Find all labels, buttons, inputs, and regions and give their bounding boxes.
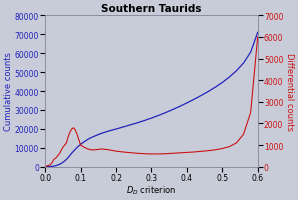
X-axis label: $D_D$ criterion: $D_D$ criterion xyxy=(126,183,176,196)
Y-axis label: Differential counts: Differential counts xyxy=(285,53,294,130)
Title: Southern Taurids: Southern Taurids xyxy=(101,4,202,14)
Y-axis label: Cumulative counts: Cumulative counts xyxy=(4,52,13,131)
